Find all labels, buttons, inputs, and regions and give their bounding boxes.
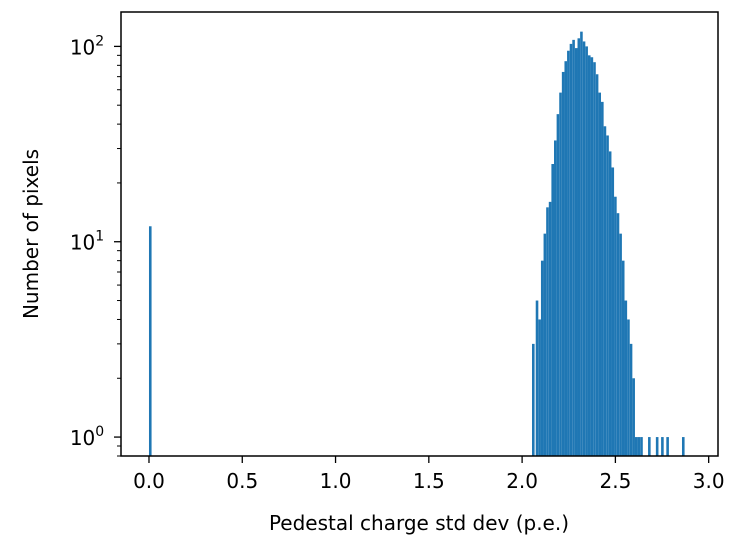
histogram-bar [574,48,578,457]
histogram-bar [535,300,539,456]
histogram-bar [587,55,591,457]
histogram-bar [681,437,685,456]
histogram-bar [616,213,620,456]
histogram-bar [567,50,570,456]
histogram-bars [148,31,685,457]
x-tick-label: 1.5 [413,469,445,493]
histogram-bar [561,71,565,456]
y-axis: 100 101 102 [70,33,121,457]
histogram-bar [595,74,599,457]
x-tick-label: 2.5 [599,469,631,493]
histogram-bar [629,343,633,456]
histogram-bar [603,126,607,456]
x-tick-label: 0.5 [226,469,258,493]
histogram-bar [580,31,583,456]
histogram-bar [640,437,643,456]
plot-frame [120,11,719,457]
histogram-bar [601,101,604,457]
histogram-bar [624,300,628,456]
histogram-bar [556,114,560,456]
y-tick-label: 102 [70,33,104,59]
histogram-bar [551,164,554,456]
histogram-bar [554,140,557,456]
histogram-bar [559,92,562,457]
histogram-bar [590,57,594,457]
x-tick-label: 0.0 [133,469,165,493]
histogram-bar [577,38,581,457]
histogram-bar [546,207,549,456]
histogram-bar [637,437,641,456]
histogram-bar [606,135,609,456]
histogram-bar [666,437,669,456]
histogram-bar [148,226,152,456]
histogram-bar [608,151,612,456]
x-tick-label: 3.0 [693,469,725,493]
histogram-bar [621,260,625,456]
histogram-bar [655,437,659,456]
histogram-bar [572,39,575,457]
histogram-bar [540,260,544,456]
histogram-bar [538,319,541,456]
histogram-bar [632,378,635,456]
histogram-bar [627,319,630,456]
x-axis-label: Pedestal charge std dev (p.e.) [269,511,569,535]
histogram-bar [548,201,552,456]
histogram-bar [564,61,568,456]
histogram-bar [585,46,588,457]
histogram-bar [619,233,622,456]
x-tick-label: 2.0 [506,469,538,493]
histogram-bar [614,196,617,456]
histogram-bar [582,41,586,456]
x-tick-label: 1.0 [320,469,352,493]
histogram-bar [593,62,596,456]
histogram-bar [648,437,651,456]
y-tick-label: 101 [70,229,104,255]
x-axis: 0.0 0.5 1.0 1.5 2.0 2.5 3.0 [133,456,725,493]
histogram-bar [661,437,664,456]
histogram-bar [569,43,573,456]
histogram-bar [543,233,547,456]
histogram-bar [532,343,535,456]
histogram-bar [634,437,638,456]
histogram-bar [611,167,615,456]
histogram-bar [598,92,601,457]
y-axis-label: Number of pixels [19,149,43,319]
y-tick-label: 100 [70,424,104,450]
